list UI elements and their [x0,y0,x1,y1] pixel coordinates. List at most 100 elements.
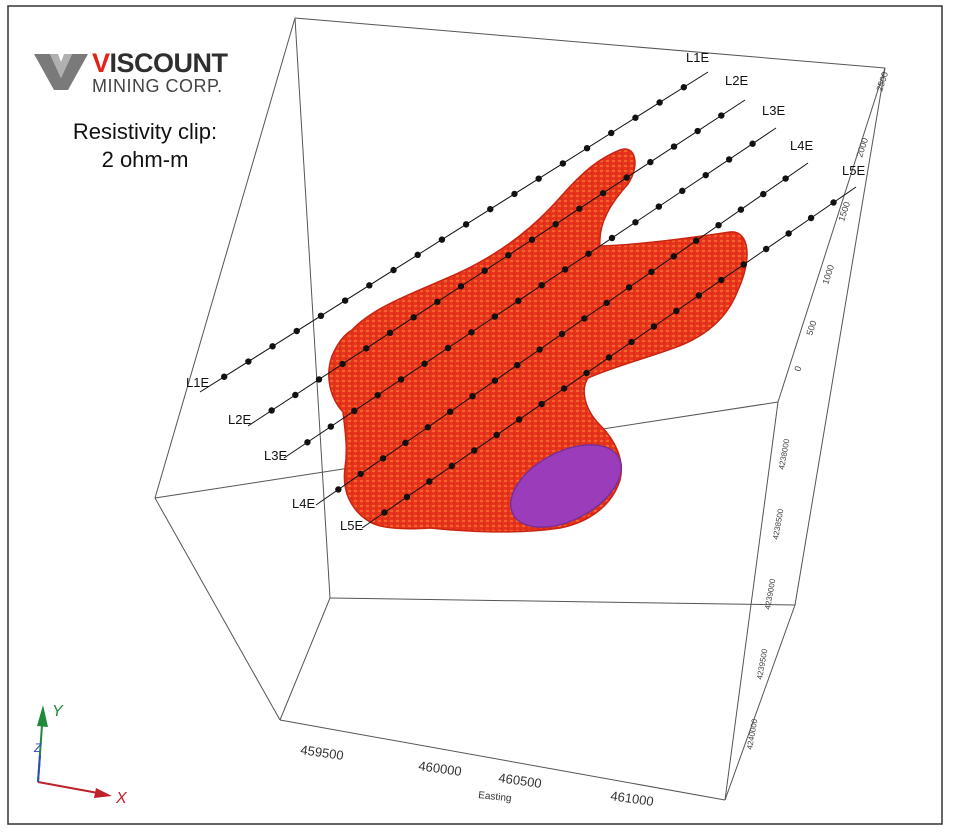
survey-line-2 [247,99,746,427]
electrode-dot [762,245,770,253]
survey-line-3 [283,127,777,459]
elevation-tick-label: 1500 [836,200,852,222]
electrode-dot [718,112,725,119]
survey-line-end-label: L1E [686,50,709,65]
electrode-dot [397,376,405,383]
electrode-dot [695,292,703,299]
northing-tick-label: 4240000 [745,718,759,751]
electrode-dot [390,266,397,274]
electrode-dot [511,190,518,198]
electrode-dot [737,206,745,213]
northing-tick-label: 4239000 [763,578,777,611]
electrode-dot [351,407,358,415]
electrode-dot [807,214,815,222]
electrode-dot [830,199,837,206]
electrode-dot [386,329,394,337]
electrode-dot [560,385,568,392]
electrode-dot [655,203,663,210]
electrode-dot [632,219,639,226]
electrode-dot [559,160,567,167]
electrode-dot [648,268,655,276]
x-axis-label: X [115,790,128,807]
electrode-dot [317,312,325,320]
electrode-dot [628,338,635,346]
logo-subtitle: MINING CORP. [92,76,223,96]
electrode-dot [471,447,478,454]
electrode-dot [491,313,499,320]
electrode-dot [410,314,417,321]
electrode-dot [558,330,566,338]
electrode-dot [581,315,588,322]
electrode-dot [335,486,342,493]
electrode-dot [374,391,381,399]
electrode-dot [670,253,678,260]
electrode-dot [315,376,323,383]
electrode-dot [421,360,428,367]
easting-tick-label: 460000 [418,758,463,779]
electrode-dot [515,416,523,423]
electrode-dot [715,221,722,229]
electrode-dot [608,129,615,137]
electrode-dot [304,439,311,446]
clip-label-line1: Resistivity clip: [72,119,218,144]
electrode-dot [692,237,700,244]
electrode-dot [426,478,433,485]
electrode-dot [292,391,299,399]
z-axis-label: Z [33,741,42,755]
electrode-dot [366,282,373,289]
electrode-dot [379,455,387,462]
survey-line-end-label: L3E [762,103,785,118]
electrode-dot [357,470,364,478]
electrode-dot [680,84,688,91]
survey-line-start-label: L2E [228,412,251,427]
electrode-dot [341,297,349,304]
survey-line-start-label: L4E [292,496,315,511]
electrode-dot [514,361,521,369]
resistivity-isosurface[interactable] [328,148,748,544]
electrode-dot [469,392,476,400]
easting-tick-label: 460500 [498,770,543,791]
electrode-dot [493,431,500,439]
electrode-dot [585,250,592,257]
electrode-dot [605,354,613,361]
electrode-dot [536,346,543,353]
survey-line-end-label: L4E [790,138,813,153]
electrode-dot [625,284,633,291]
electrode-dot [462,221,470,228]
electrode-dot [528,236,536,243]
electrode-dot [576,205,583,212]
electrode-dot [468,329,475,336]
x-axis-arrow [37,781,99,794]
electrode-dot [339,360,346,368]
electrode-dot [608,234,616,242]
electrode-dot [583,369,590,377]
viewport-border [7,5,943,825]
electrode-dot [269,343,276,350]
electrode-dot [268,407,275,414]
electrode-dot [673,307,680,315]
section-face [509,444,623,528]
electrode-dot [785,230,792,237]
electrode-dot [434,298,441,306]
elevation-tick-label: 0 [792,365,803,373]
clip-label-line2: 2 ohm-m [101,147,189,172]
resistivity-clip-label: Resistivity clip: 2 ohm-m [40,118,250,174]
electrode-dot [448,462,456,470]
electrode-dot [561,266,569,273]
elevation-tick-label: 2500 [874,70,890,92]
electrode-dot [491,377,499,384]
elevation-tick-label: 1000 [820,263,836,285]
electrode-dot [656,99,663,106]
y-axis-label: Y [52,703,64,720]
electrode-dot [481,267,488,274]
electrode-dot [424,424,432,431]
electrode-dot [650,323,658,330]
electrode-dot [538,400,545,408]
electrode-dot [583,144,591,152]
electrode-dot [293,327,300,335]
electrode-dot [749,140,756,147]
easting-tick-label: 459500 [300,742,345,763]
viscount-logo-mark [34,54,88,90]
electrode-dot [670,143,678,150]
